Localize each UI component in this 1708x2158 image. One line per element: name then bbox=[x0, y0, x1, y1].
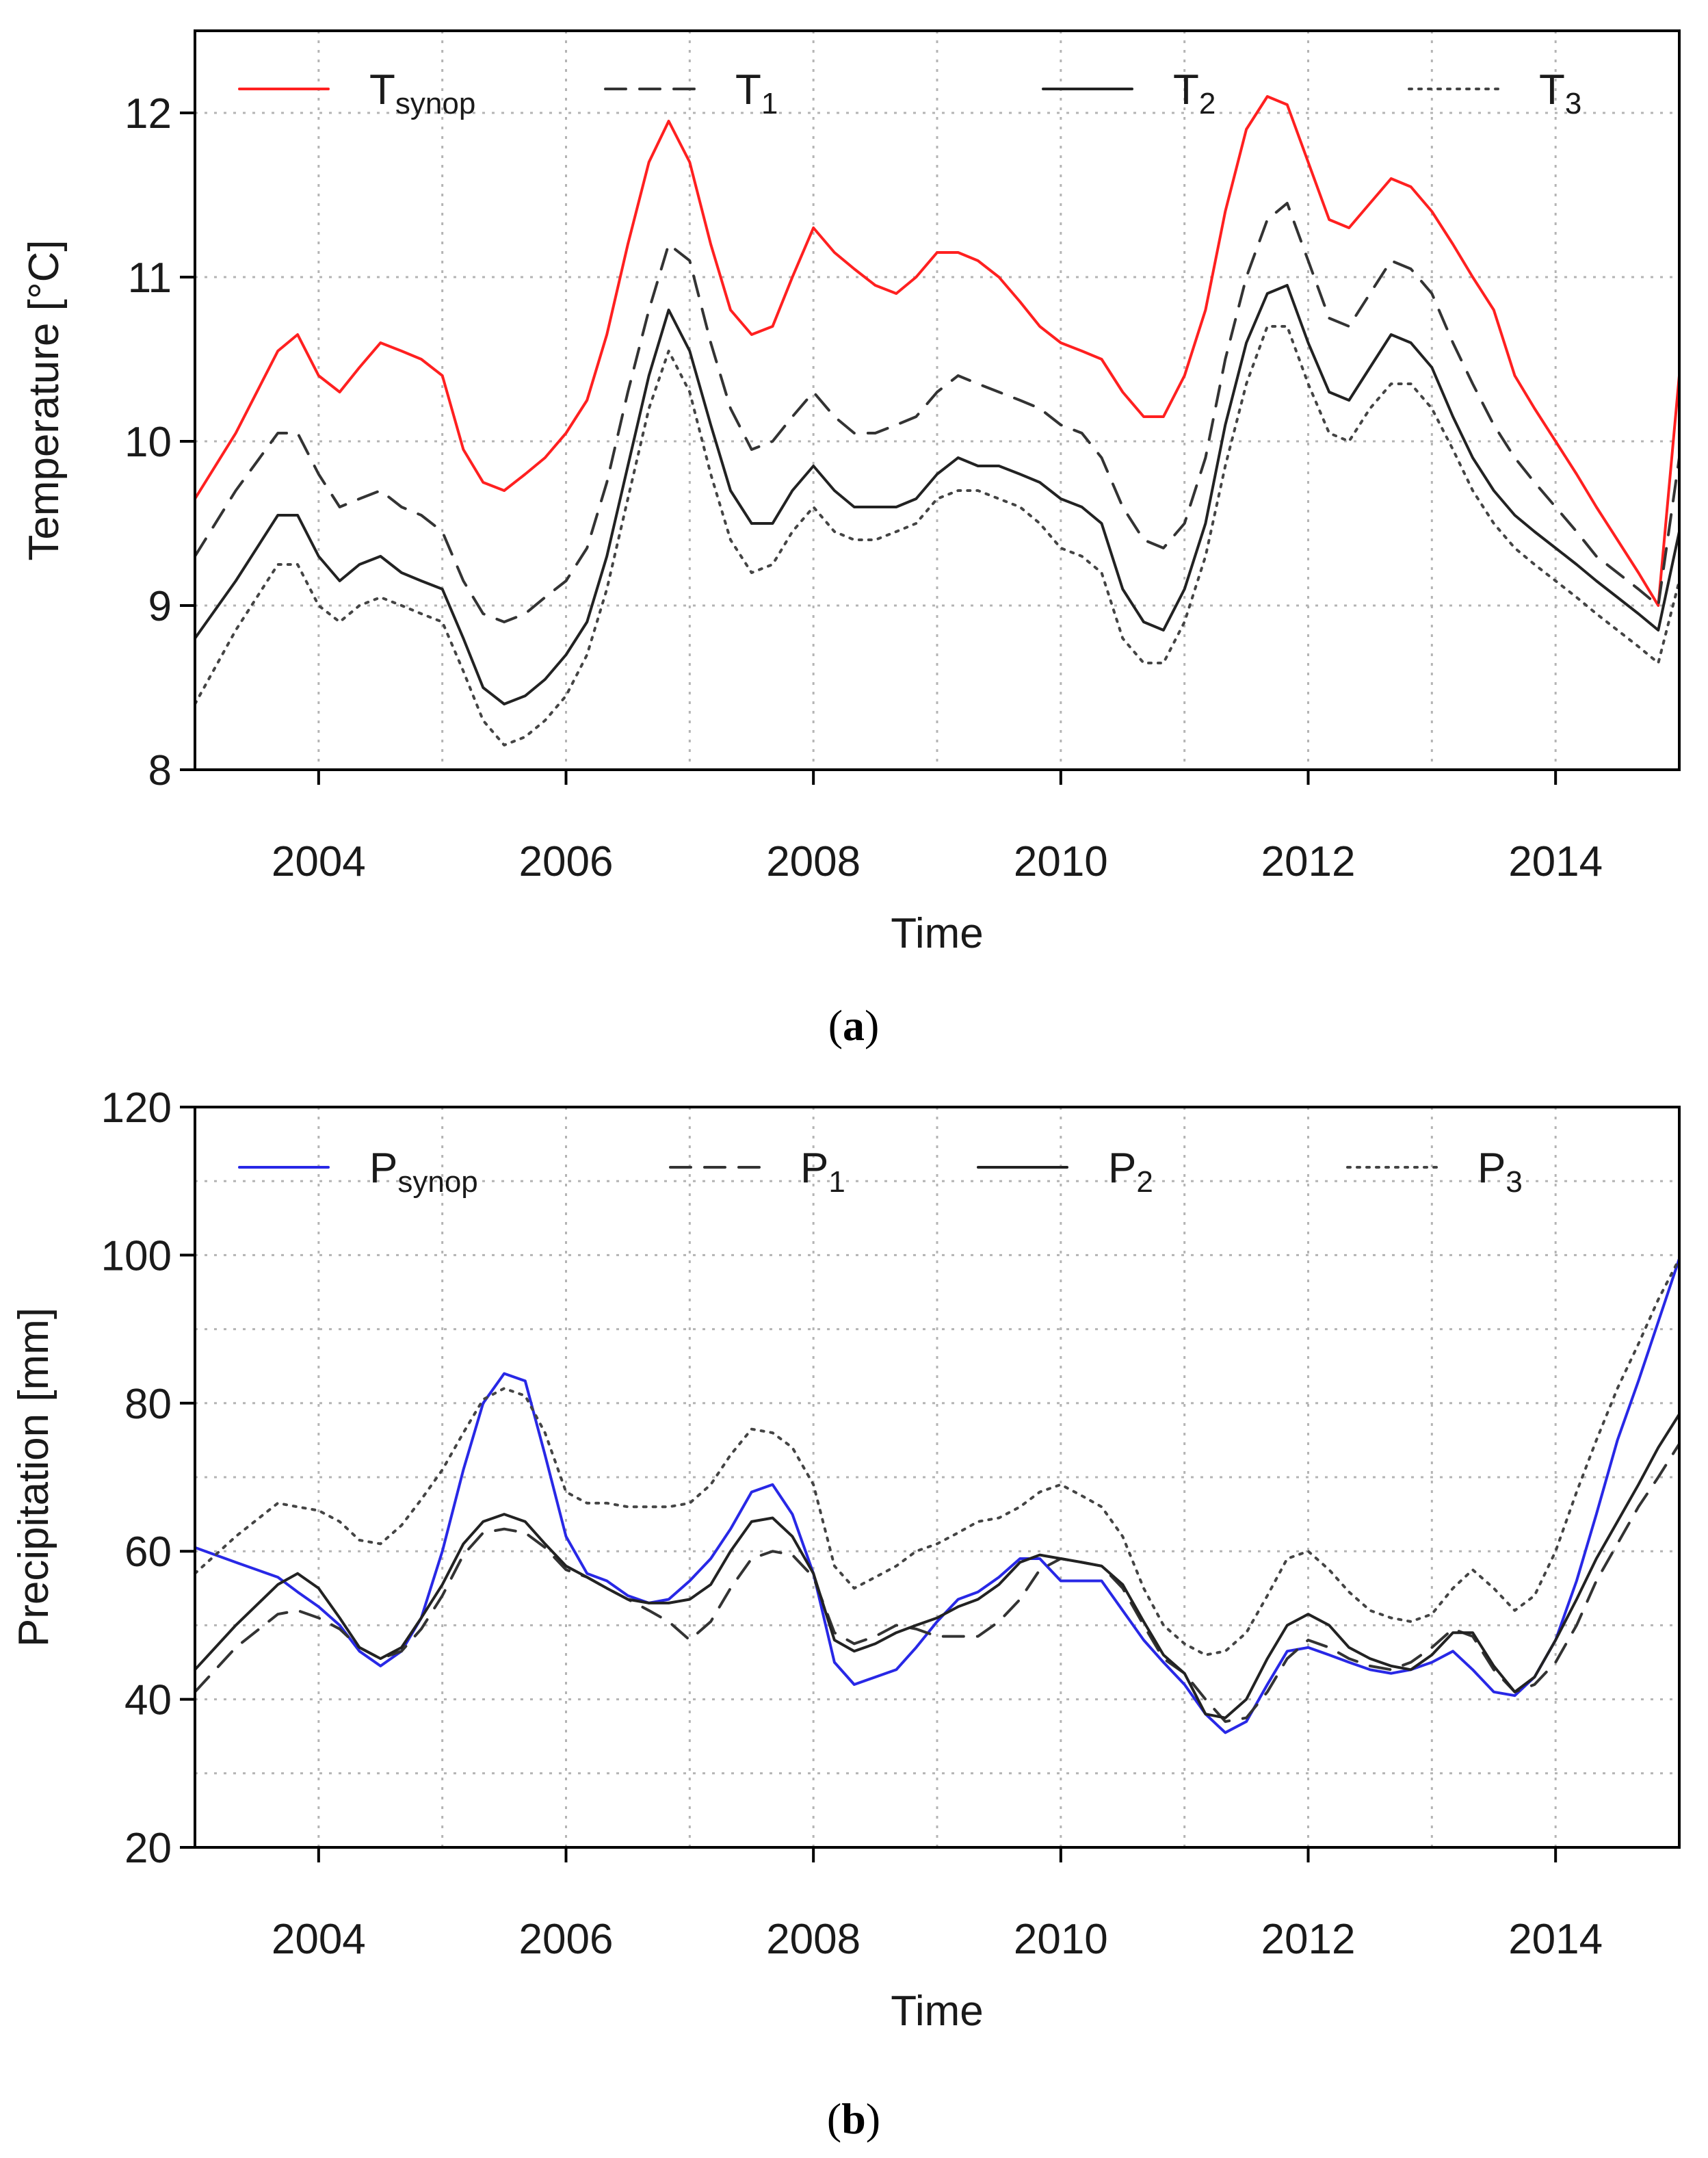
caption-a-close: ) bbox=[865, 1001, 879, 1050]
precipitation-xtick-label-2004: 2004 bbox=[272, 1916, 366, 1963]
caption-b: (b) bbox=[827, 2094, 880, 2143]
precipitation-chart: 20 40 60 80 100 120 2004 2006 2008 2010 2012 2014 Ti… bbox=[10, 1084, 1681, 2035]
precipitation-legend-label-p-2: P2 bbox=[1108, 1145, 1153, 1199]
precipitation-line-p-synop bbox=[194, 1257, 1681, 1734]
temperature-x-axis: 2004 2006 2008 2010 2012 2014 bbox=[272, 770, 1603, 885]
precipitation-y-axis-title: Precipitation [mm] bbox=[10, 1308, 57, 1647]
caption-b-open: ( bbox=[827, 2094, 841, 2143]
precipitation-line-p-1 bbox=[194, 1442, 1681, 1724]
temperature-ytick-label-11: 11 bbox=[128, 255, 172, 302]
temperature-line-t-synop bbox=[194, 95, 1681, 607]
precipitation-ytick-label-100: 100 bbox=[101, 1232, 172, 1279]
precipitation-ytick-label-20: 20 bbox=[124, 1825, 172, 1872]
temperature-legend: Tsynop T1 T2 T3 bbox=[238, 66, 1581, 120]
temperature-legend-item-t-synop: Tsynop bbox=[238, 66, 475, 120]
temperature-ytick-label-8: 8 bbox=[148, 747, 172, 794]
precipitation-xtick-label-2010: 2010 bbox=[1014, 1916, 1108, 1963]
precipitation-ytick-label-120: 120 bbox=[101, 1084, 172, 1132]
temperature-ytick-label-12: 12 bbox=[124, 90, 172, 138]
temperature-legend-label-t-2: T2 bbox=[1173, 66, 1216, 120]
temperature-legend-label-t-3: T3 bbox=[1539, 66, 1581, 120]
temperature-xtick-label-2006: 2006 bbox=[519, 838, 614, 885]
precipitation-legend: Psynop P1 P2 P3 bbox=[238, 1145, 1523, 1199]
temperature-line-t-1 bbox=[194, 202, 1681, 623]
precipitation-xtick-label-2014: 2014 bbox=[1508, 1916, 1603, 1963]
temperature-y-axis: 8 9 10 11 12 bbox=[124, 90, 195, 794]
caption-a: (a) bbox=[828, 1001, 880, 1050]
precipitation-line-p-2 bbox=[194, 1413, 1681, 1719]
caption-b-close: ) bbox=[866, 2094, 880, 2143]
temperature-xtick-label-2004: 2004 bbox=[272, 838, 366, 885]
temperature-legend-label-t-synop: Tsynop bbox=[369, 66, 475, 120]
temperature-legend-item-t-3: T3 bbox=[1408, 66, 1581, 120]
temperature-plot-frame bbox=[194, 29, 1681, 771]
precipitation-ytick-label-60: 60 bbox=[124, 1529, 172, 1576]
precipitation-y-axis: 20 40 60 80 100 120 bbox=[101, 1084, 195, 1872]
precipitation-legend-item-p-3: P3 bbox=[1346, 1145, 1523, 1199]
precipitation-x-axis-title: Time bbox=[891, 1988, 983, 2035]
temperature-legend-label-t-1: T1 bbox=[735, 66, 778, 120]
temperature-legend-item-t-1: T1 bbox=[604, 66, 778, 120]
precipitation-legend-item-p-2: P2 bbox=[977, 1145, 1153, 1199]
precipitation-legend-label-p-1: P1 bbox=[800, 1145, 845, 1199]
temperature-ytick-label-9: 9 bbox=[148, 583, 172, 630]
precipitation-gridlines bbox=[194, 1107, 1679, 1847]
caption-b-letter: b bbox=[841, 2094, 866, 2143]
precipitation-x-axis: 2004 2006 2008 2010 2012 2014 bbox=[272, 1847, 1603, 1963]
precipitation-ytick-label-40: 40 bbox=[124, 1677, 172, 1724]
temperature-series bbox=[194, 95, 1681, 746]
temperature-xtick-label-2014: 2014 bbox=[1508, 838, 1603, 885]
precipitation-xtick-label-2006: 2006 bbox=[519, 1916, 614, 1963]
temperature-line-t-2 bbox=[194, 284, 1681, 705]
caption-a-letter: a bbox=[843, 1001, 865, 1050]
temperature-gridlines bbox=[194, 31, 1679, 771]
precipitation-legend-item-p-synop: Psynop bbox=[238, 1145, 478, 1199]
precipitation-xtick-label-2008: 2008 bbox=[766, 1916, 860, 1963]
temperature-xtick-label-2012: 2012 bbox=[1261, 838, 1356, 885]
temperature-ytick-label-10: 10 bbox=[124, 419, 172, 466]
precipitation-legend-label-p-3: P3 bbox=[1477, 1145, 1523, 1199]
temperature-chart: 8 9 10 11 12 2004 2006 2008 2010 2012 2014 Time Temp… bbox=[21, 29, 1681, 957]
temperature-x-axis-title: Time bbox=[891, 910, 983, 957]
precipitation-series bbox=[194, 1257, 1681, 1734]
temperature-y-axis-title: Temperature [°C] bbox=[21, 239, 68, 560]
temperature-xtick-label-2008: 2008 bbox=[766, 838, 860, 885]
caption-a-open: ( bbox=[828, 1001, 843, 1050]
precipitation-xtick-label-2012: 2012 bbox=[1261, 1916, 1356, 1963]
temperature-line-t-3 bbox=[194, 325, 1681, 746]
temperature-xtick-label-2010: 2010 bbox=[1014, 838, 1108, 885]
precipitation-plot-frame bbox=[194, 1106, 1681, 1849]
precipitation-legend-label-p-synop: Psynop bbox=[369, 1145, 478, 1199]
precipitation-legend-item-p-1: P1 bbox=[669, 1145, 845, 1199]
precipitation-ytick-label-80: 80 bbox=[124, 1381, 172, 1428]
temperature-legend-item-t-2: T2 bbox=[1042, 66, 1216, 120]
